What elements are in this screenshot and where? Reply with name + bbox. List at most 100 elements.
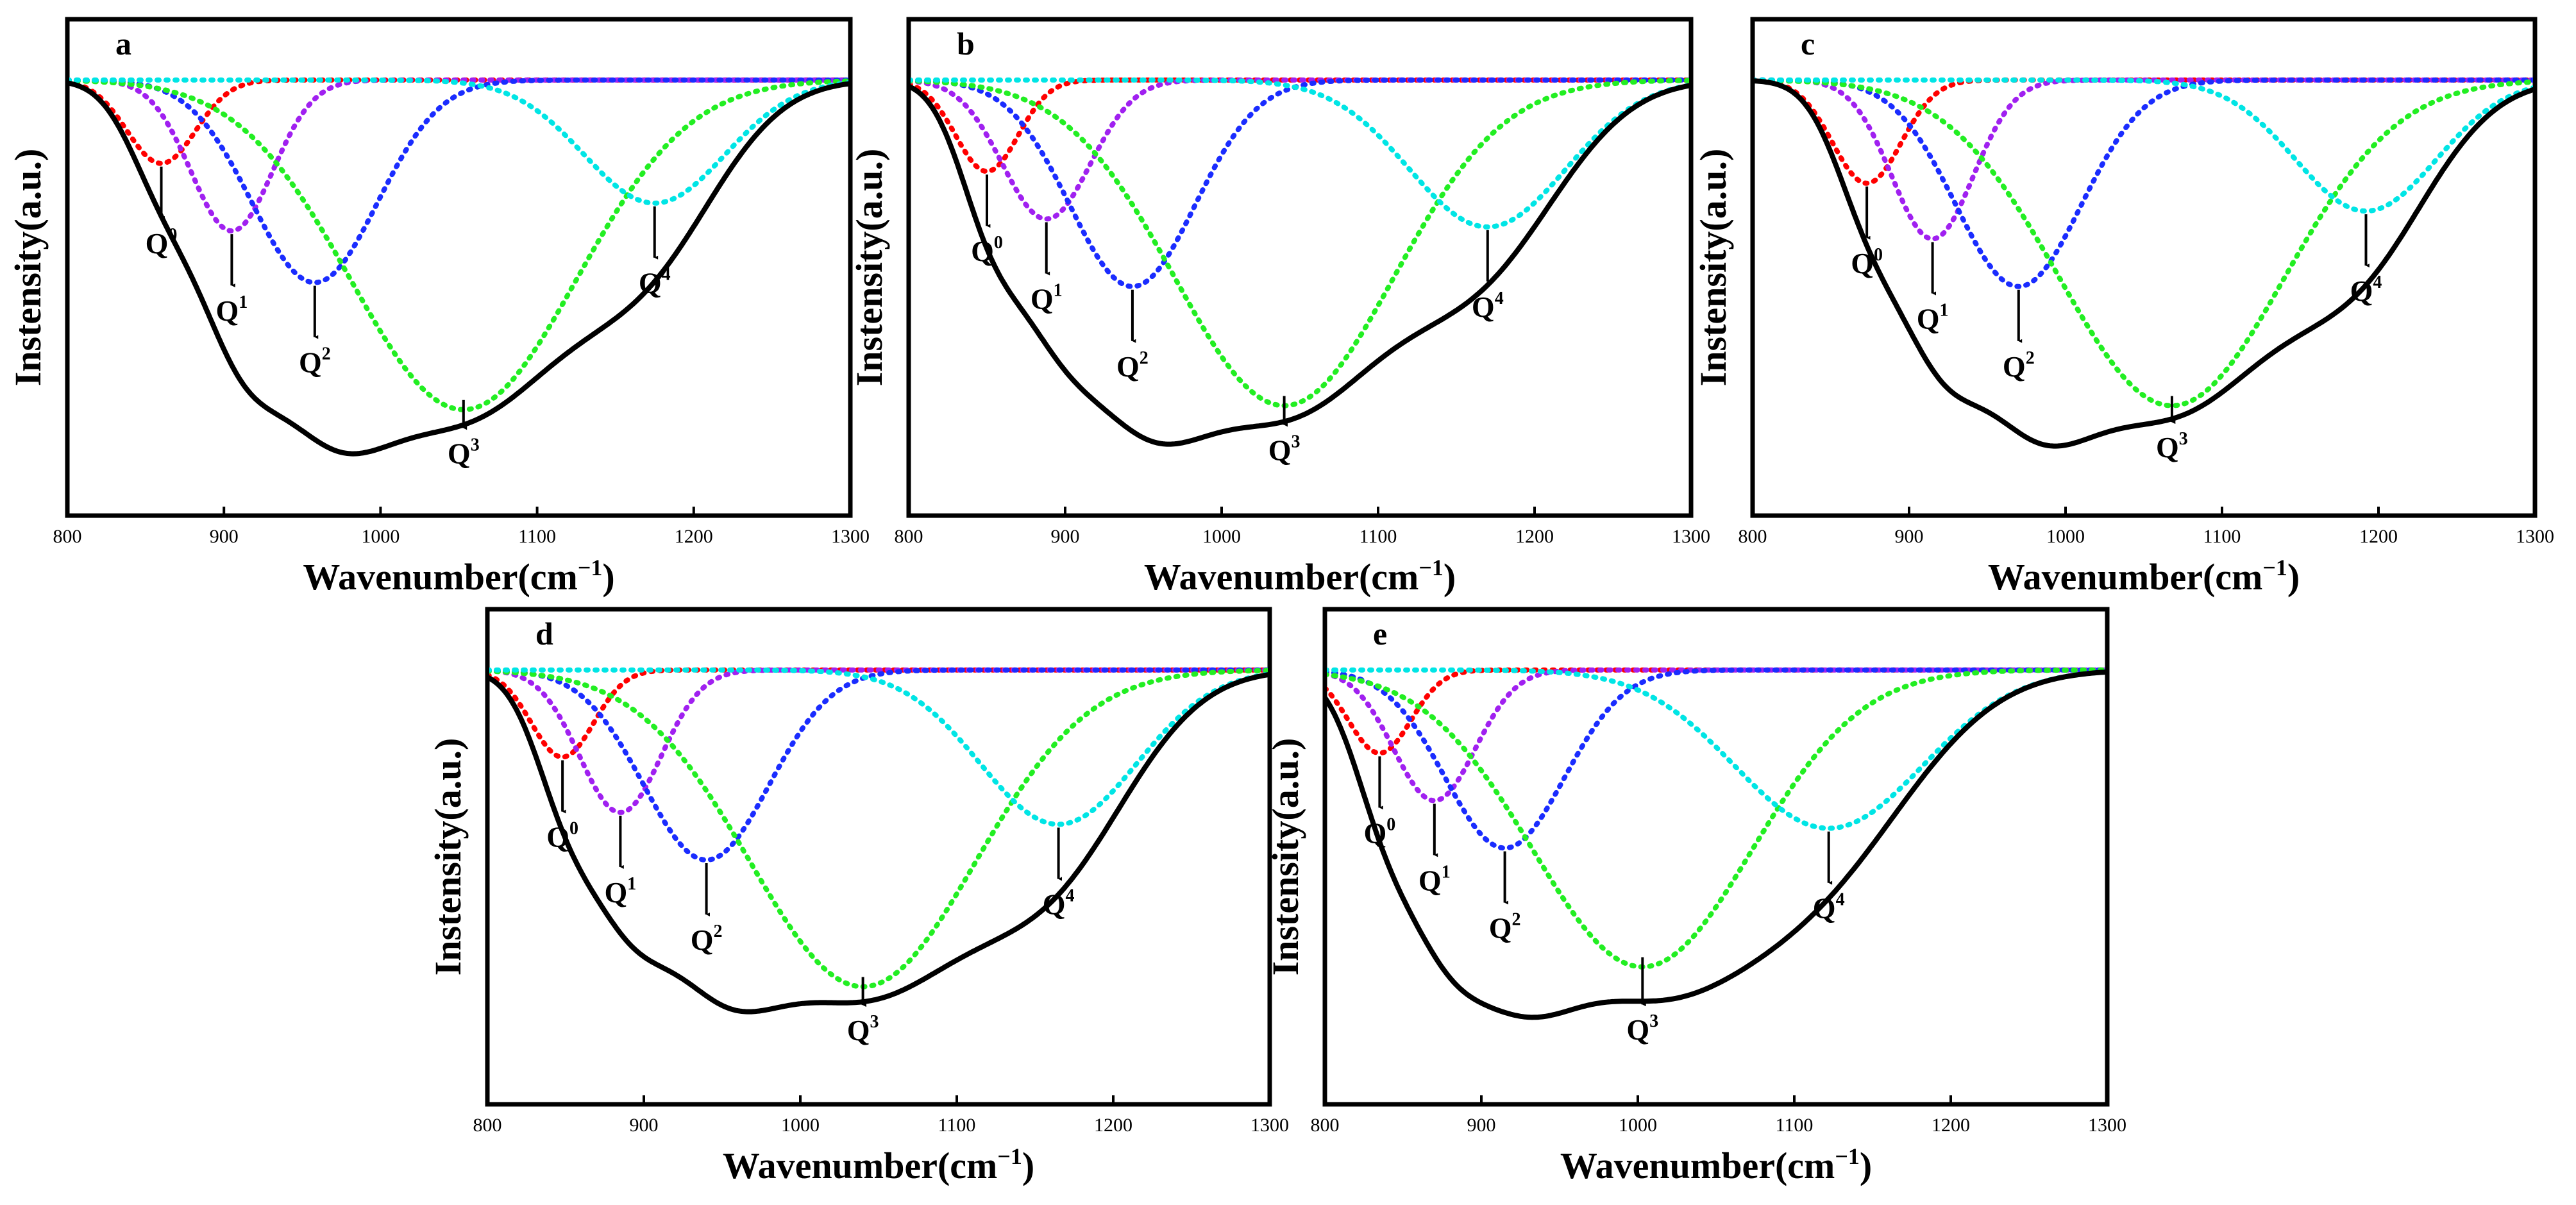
curves — [69, 77, 848, 457]
component-curve-q2 — [69, 77, 848, 285]
x-tick-label: 1300 — [2088, 1115, 2126, 1136]
x-tick-label: 1000 — [1202, 526, 1241, 547]
panel-e: 800 900 1000 1100 1200 1300 Wavenumber(cm−1) In… — [1265, 607, 2126, 1186]
annotation-label-q3: Q3 — [2156, 429, 2188, 464]
curves — [911, 77, 1689, 447]
annotation-label-q2: Q2 — [1116, 348, 1149, 383]
y-axis-title: Instensity(a.u.) — [1265, 738, 1306, 976]
x-tick-label: 1200 — [2359, 526, 2398, 547]
x-tick-label: 1300 — [1250, 1115, 1289, 1136]
curves — [1755, 77, 2533, 449]
annotation-label-q3: Q3 — [448, 435, 480, 469]
envelope-curve — [489, 672, 1268, 1015]
envelope-curve — [69, 80, 848, 457]
x-tick-label: 800 — [1738, 526, 1767, 547]
y-axis-title: Instensity(a.u.) — [7, 149, 49, 387]
envelope-curve — [911, 83, 1689, 447]
annotation-label-q4: Q4 — [1813, 890, 1845, 925]
component-curve-q0 — [1755, 77, 2533, 186]
annotation-label-q2: Q2 — [691, 922, 723, 956]
annotation-label-q3: Q3 — [1626, 1011, 1658, 1046]
x-tick-label: 800 — [1311, 1115, 1340, 1136]
x-tick-label: 1100 — [518, 526, 556, 547]
annotation-label-q2: Q2 — [2003, 348, 2035, 383]
annotation-label-q4: Q4 — [1043, 886, 1075, 920]
plot-frame — [485, 607, 1272, 1107]
x-tick-label: 900 — [1051, 526, 1080, 547]
x-tick-label: 1000 — [2046, 526, 2085, 547]
annotation-label-q3: Q3 — [1268, 432, 1301, 466]
panel-c: 800 900 1000 1100 1200 1300 Wavenumber(cm−1) In… — [1692, 17, 2554, 598]
x-tick-label: 900 — [210, 526, 239, 547]
x-axis-title: Wavenumber(cm−1) — [1144, 555, 1456, 598]
annotation-label-q1: Q1 — [1418, 862, 1451, 897]
annotation-label-q1: Q1 — [605, 874, 637, 909]
y-axis-title: Instensity(a.u.) — [427, 738, 469, 976]
x-axis-title: Wavenumber(cm−1) — [1560, 1143, 1872, 1186]
annotation-label-q0: Q0 — [546, 819, 578, 854]
x-tick-label: 1100 — [1360, 526, 1397, 547]
component-curve-q2 — [489, 667, 1268, 863]
annotation-label-q3: Q3 — [847, 1012, 879, 1047]
y-axis-title: Instensity(a.u.) — [848, 149, 890, 387]
component-curve-q4 — [911, 77, 1689, 230]
x-tick-label: 900 — [1895, 526, 1924, 547]
annotation-label-q0: Q0 — [146, 225, 178, 260]
curves — [1327, 667, 2105, 1020]
annotation-label-q4: Q4 — [2350, 273, 2382, 307]
envelope-curve — [1327, 669, 2105, 1020]
x-tick-label: 1200 — [1094, 1115, 1132, 1136]
x-axis-title: Wavenumber(cm−1) — [1988, 555, 2300, 598]
panel-label: d — [535, 616, 553, 652]
annotation-label-q2: Q2 — [1489, 909, 1521, 944]
panel-d: 800 900 1000 1100 1200 1300 Wavenumber(cm−1) In… — [427, 607, 1289, 1186]
plot-frame — [65, 17, 853, 518]
panel-label: a — [115, 26, 131, 62]
component-curve-q2 — [1327, 667, 2105, 851]
annotation-label-q1: Q1 — [1031, 281, 1063, 316]
annotation-label-q0: Q0 — [971, 233, 1003, 267]
panel-b: 800 900 1000 1100 1200 1300 Wavenumber(cm−1) In… — [848, 17, 1710, 598]
x-tick-label: 1000 — [1619, 1115, 1657, 1136]
annotation-label-q4: Q4 — [1472, 289, 1504, 323]
component-curve-q4 — [1327, 667, 2105, 831]
annotation-label-q4: Q4 — [639, 265, 671, 299]
component-curve-q0 — [1327, 667, 2105, 756]
panel-a: 800 900 1000 1100 1200 1300 Wavenumber(cm−1) In… — [7, 17, 870, 598]
x-tick-label: 1100 — [2203, 526, 2241, 547]
curves — [489, 667, 1268, 1015]
plot-frame — [1322, 607, 2110, 1107]
panel-label: c — [1801, 26, 1815, 62]
y-axis-title: Instensity(a.u.) — [1692, 149, 1734, 387]
x-tick-label: 1300 — [2516, 526, 2554, 547]
component-curve-q4 — [69, 77, 848, 206]
envelope-curve — [1755, 78, 2533, 449]
x-axis-title: Wavenumber(cm−1) — [303, 555, 614, 598]
annotation-label-q2: Q2 — [299, 344, 331, 379]
component-curve-q3 — [69, 78, 848, 412]
component-curve-q2 — [1755, 77, 2533, 289]
x-tick-label: 800 — [53, 526, 82, 547]
component-curve-q3 — [489, 668, 1268, 990]
annotation-label-q1: Q1 — [216, 292, 248, 327]
component-curve-q2 — [911, 77, 1689, 289]
x-tick-label: 1300 — [1672, 526, 1710, 547]
x-tick-label: 800 — [895, 526, 923, 547]
x-tick-label: 1300 — [831, 526, 870, 547]
annotation-label-q0: Q0 — [1851, 245, 1883, 280]
x-tick-label: 1200 — [1515, 526, 1554, 547]
component-curve-q3 — [1327, 667, 2105, 970]
x-tick-label: 1100 — [938, 1115, 976, 1136]
annotation-label-q0: Q0 — [1364, 814, 1396, 849]
x-tick-label: 1000 — [781, 1115, 820, 1136]
x-tick-label: 900 — [1467, 1115, 1496, 1136]
x-axis-title: Wavenumber(cm−1) — [723, 1143, 1034, 1186]
x-tick-label: 1200 — [1932, 1115, 1970, 1136]
component-curve-q1 — [69, 77, 848, 234]
x-tick-label: 900 — [630, 1115, 659, 1136]
x-tick-label: 1200 — [675, 526, 713, 547]
plot-frame — [906, 17, 1694, 518]
annotation-label-q1: Q1 — [1917, 300, 1949, 335]
component-curve-q3 — [1755, 78, 2533, 409]
